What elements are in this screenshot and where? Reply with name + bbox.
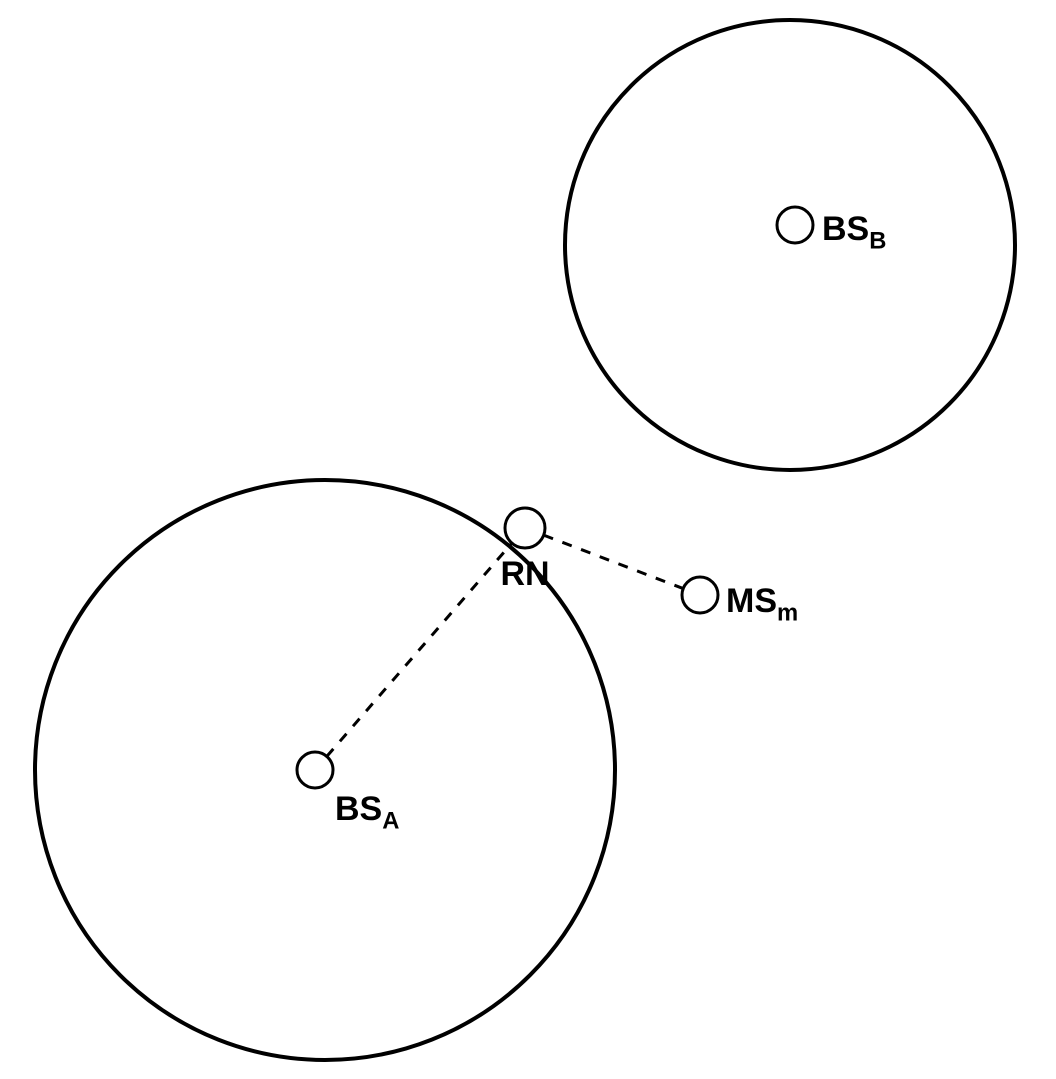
coverage-circle-cell-b [565,20,1015,470]
node-label-bs-b: BSB [822,210,886,255]
node-bs-b [777,207,813,243]
edge-rn-ms-m [544,535,684,588]
node-label-bs-a: BSA [335,790,399,835]
node-label-rn: RN [500,555,549,593]
node-label-ms-m: MSm [726,582,798,627]
edge-bs-a-rn [327,543,512,756]
network-diagram: BSA BSB RN MSm [0,0,1056,1079]
node-ms-m [682,577,718,613]
node-bs-a [297,752,333,788]
node-rn [505,508,545,548]
